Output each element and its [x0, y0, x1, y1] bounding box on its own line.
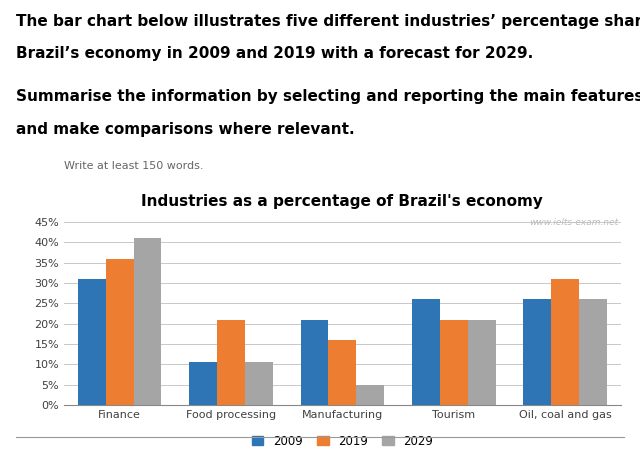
- Bar: [217, 319, 245, 405]
- Bar: [579, 299, 607, 405]
- Text: www.ielts-exam.net: www.ielts-exam.net: [529, 217, 618, 227]
- Text: The bar chart below illustrates five different industries’ percentage share of: The bar chart below illustrates five dif…: [16, 14, 640, 29]
- Bar: [356, 384, 384, 405]
- Bar: [551, 279, 579, 405]
- Bar: [78, 279, 106, 405]
- Bar: [468, 319, 495, 405]
- Bar: [134, 238, 161, 405]
- Legend: 2009, 2019, 2029: 2009, 2019, 2029: [247, 430, 438, 453]
- Bar: [440, 319, 468, 405]
- Bar: [245, 362, 273, 405]
- Bar: [189, 362, 217, 405]
- Bar: [524, 299, 551, 405]
- Bar: [106, 258, 134, 405]
- Text: Write at least 150 words.: Write at least 150 words.: [64, 161, 204, 171]
- Bar: [328, 340, 356, 405]
- Text: Summarise the information by selecting and reporting the main features,: Summarise the information by selecting a…: [16, 89, 640, 104]
- Text: Brazil’s economy in 2009 and 2019 with a forecast for 2029.: Brazil’s economy in 2009 and 2019 with a…: [16, 46, 533, 61]
- Bar: [301, 319, 328, 405]
- Text: and make comparisons where relevant.: and make comparisons where relevant.: [16, 122, 355, 137]
- Bar: [412, 299, 440, 405]
- Title: Industries as a percentage of Brazil's economy: Industries as a percentage of Brazil's e…: [141, 193, 543, 208]
